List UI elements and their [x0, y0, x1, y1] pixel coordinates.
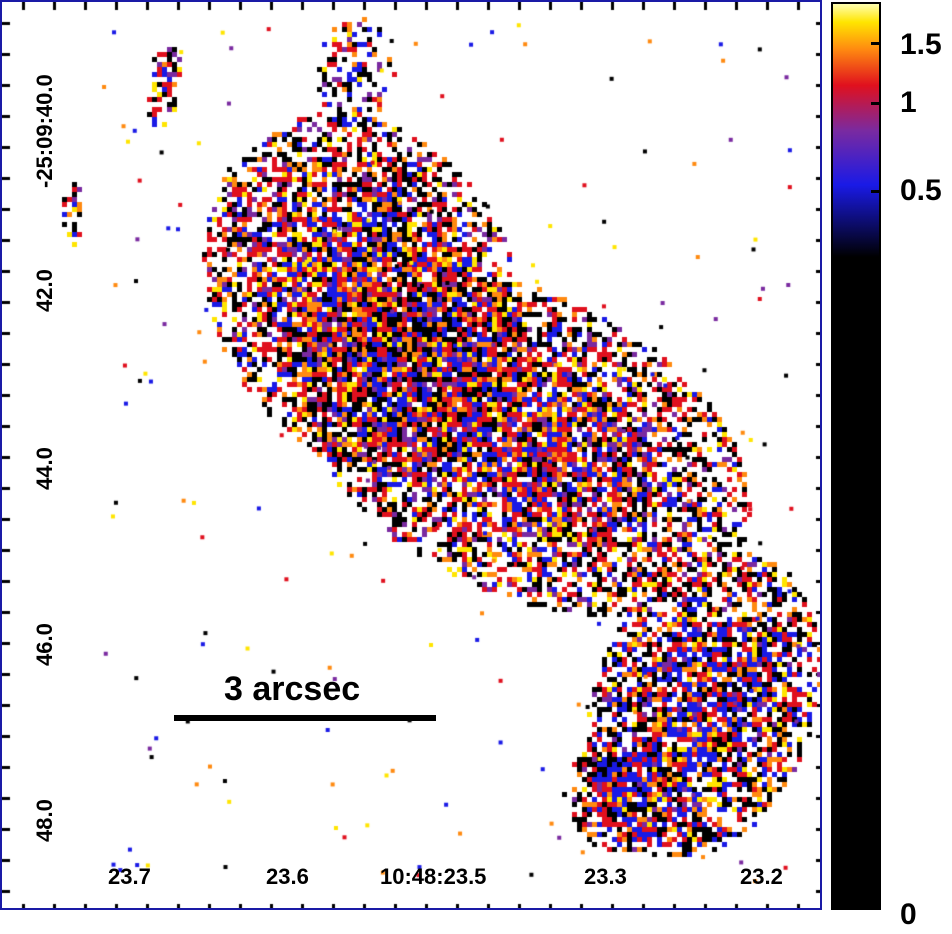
colorbar [831, 2, 881, 910]
scalebar-label: 3 arcsec [224, 670, 361, 708]
intensity-map [2, 2, 820, 908]
colorbar-label: 0.5 [900, 174, 942, 207]
x-tick-label: 23.7 [108, 864, 151, 889]
y-tick-label: 46.0 [32, 623, 57, 666]
y-tick-label: 42.0 [32, 269, 57, 312]
colorbar-tick [871, 102, 881, 105]
scalebar-line [174, 715, 436, 721]
x-tick-label: 23.2 [740, 864, 783, 889]
colorbar-tick [871, 42, 881, 45]
x-tick-label: 23.3 [584, 864, 627, 889]
y-tick-label: -25:09:40.0 [32, 74, 57, 188]
colorbar-label: 1.5 [900, 28, 942, 61]
image-frame: -25:09:40.0 42.0 44.0 46.0 48.0 23.7 23.… [0, 0, 822, 910]
colorbar-label: 0 [900, 898, 917, 931]
x-tick-label: 23.6 [266, 864, 309, 889]
y-tick-label: 44.0 [32, 447, 57, 490]
colorbar-label: 1 [900, 86, 917, 119]
x-tick-label: 10:48:23.5 [380, 864, 487, 889]
colorbar-tick [871, 190, 881, 193]
y-tick-label: 48.0 [32, 799, 57, 842]
